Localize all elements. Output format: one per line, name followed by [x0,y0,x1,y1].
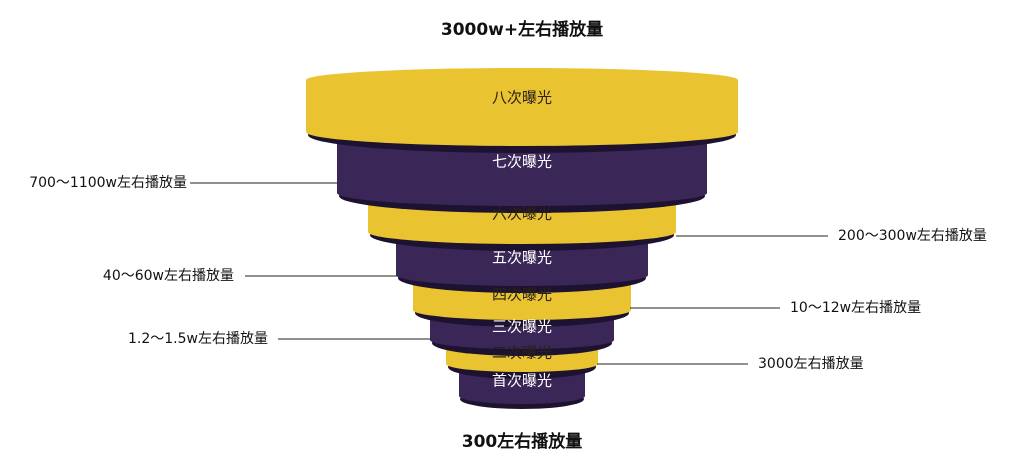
annotation-1: 700～1100w左右播放量 [29,175,338,191]
annotation-4-text: 10～12w左右播放量 [790,300,921,316]
tier-1-label: 首次曝光 [492,372,552,390]
annotation-3-text: 40～60w左右播放量 [103,268,234,284]
tier-3-label: 三次曝光 [492,318,552,336]
tier-8-band [306,68,738,146]
tier-5-label: 五次曝光 [492,249,552,267]
annotation-6-text: 3000左右播放量 [758,356,864,372]
tier-7-label: 七次曝光 [492,153,552,171]
funnel-bottom-label: 300左右播放量 [462,431,583,452]
tier-4-label: 四次曝光 [492,286,552,304]
annotation-5-text: 1.2～1.5w左右播放量 [128,331,268,347]
tier-8-label: 八次曝光 [492,89,552,107]
annotation-2-text: 200～300w左右播放量 [838,228,987,244]
annotation-6: 3000左右播放量 [597,356,864,372]
tier-8 [306,68,738,153]
funnel-top-title: 3000w+左右播放量 [441,19,603,40]
tier-6-label: 六次曝光 [492,205,552,223]
annotation-1-text: 700～1100w左右播放量 [29,175,187,191]
annotation-2: 200～300w左右播放量 [676,228,987,244]
annotation-4: 10～12w左右播放量 [630,300,921,316]
tier-2-label: 二次曝光 [492,344,552,362]
tier-labels: 八次曝光 七次曝光 六次曝光 五次曝光 四次曝光 三次曝光 二次曝光 首次曝光 [492,89,552,390]
annotation-3: 40～60w左右播放量 [103,268,397,284]
annotation-5: 1.2～1.5w左右播放量 [128,331,431,347]
